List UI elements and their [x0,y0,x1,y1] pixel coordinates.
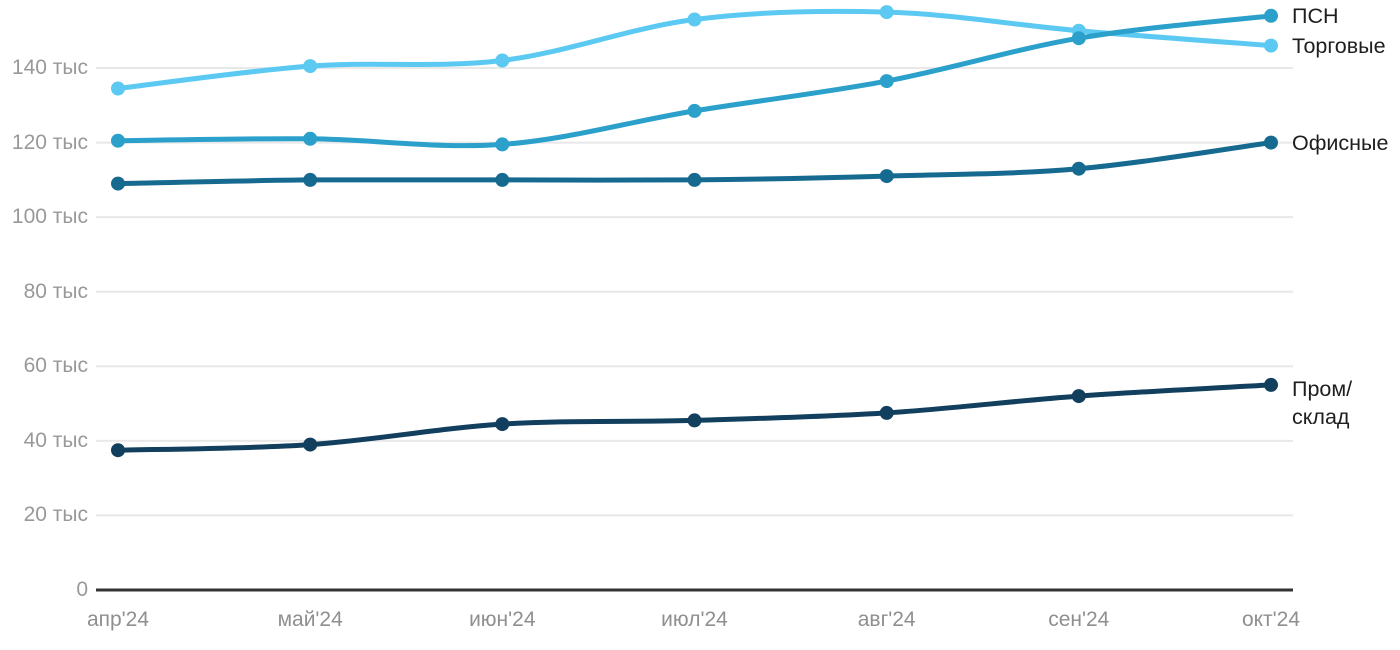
y-tick-label: 80 тыс [23,279,88,303]
y-tick-label: 120 тыс [11,130,88,154]
x-tick-label: май'24 [277,608,343,631]
y-tick-label: 100 тыс [11,205,88,229]
series-prom-sklad [111,377,1278,458]
data-point[interactable] [1264,38,1278,53]
gridlines [96,67,1293,592]
data-point[interactable] [495,417,510,432]
data-point[interactable] [879,74,894,89]
y-tick-label: 0 [76,578,88,601]
series-label-prom-sklad: Пром/ склад [1292,376,1353,429]
data-point[interactable] [495,137,510,152]
data-point[interactable] [1071,161,1086,176]
data-point[interactable] [111,133,125,148]
data-point[interactable] [687,172,702,187]
series-points-ofisnye[interactable] [111,135,1278,191]
data-point[interactable] [495,172,510,187]
data-point[interactable] [111,81,125,96]
series-points-psn[interactable] [111,8,1278,152]
x-tick-label: авг'24 [857,608,916,631]
series-psn [111,8,1278,152]
data-point[interactable] [1264,377,1278,392]
y-tick-label: 60 тыс [23,354,88,378]
x-tick-label: апр'24 [86,608,150,631]
x-tick-label: июл'24 [661,608,728,631]
data-point[interactable] [1071,31,1086,46]
x-tick-label: сен'24 [1048,608,1110,631]
series-points-prom-sklad[interactable] [111,377,1278,458]
data-point[interactable] [303,172,318,187]
series-points-torgovye[interactable] [111,5,1278,96]
series-label-ofisnye: Офисные [1292,130,1389,155]
data-point[interactable] [879,5,894,20]
y-tick-label: 20 тыс [23,503,88,527]
data-point[interactable] [687,413,702,428]
data-point[interactable] [1264,8,1278,23]
y-tick-label: 40 тыс [23,428,88,452]
series-label-psn: ПСН [1292,3,1339,28]
y-tick-label: 140 тыс [11,56,88,79]
series-torgovye [111,5,1278,96]
series-ofisnye [111,135,1278,191]
x-tick-label: июн'24 [469,608,536,631]
data-point[interactable] [303,131,318,146]
data-point[interactable] [687,103,702,118]
data-point[interactable] [111,443,125,458]
series-line-psn[interactable] [115,13,1274,149]
data-point[interactable] [1071,389,1086,404]
data-point[interactable] [111,176,125,191]
data-point[interactable] [879,405,894,420]
data-point[interactable] [303,437,318,452]
data-point[interactable] [1264,135,1278,150]
data-point[interactable] [879,169,894,184]
x-tick-label: окт'24 [1241,608,1301,631]
series-label-torgovye: Торговые [1292,33,1386,58]
data-point[interactable] [495,53,510,68]
data-point[interactable] [687,12,702,27]
data-point[interactable] [303,59,318,74]
